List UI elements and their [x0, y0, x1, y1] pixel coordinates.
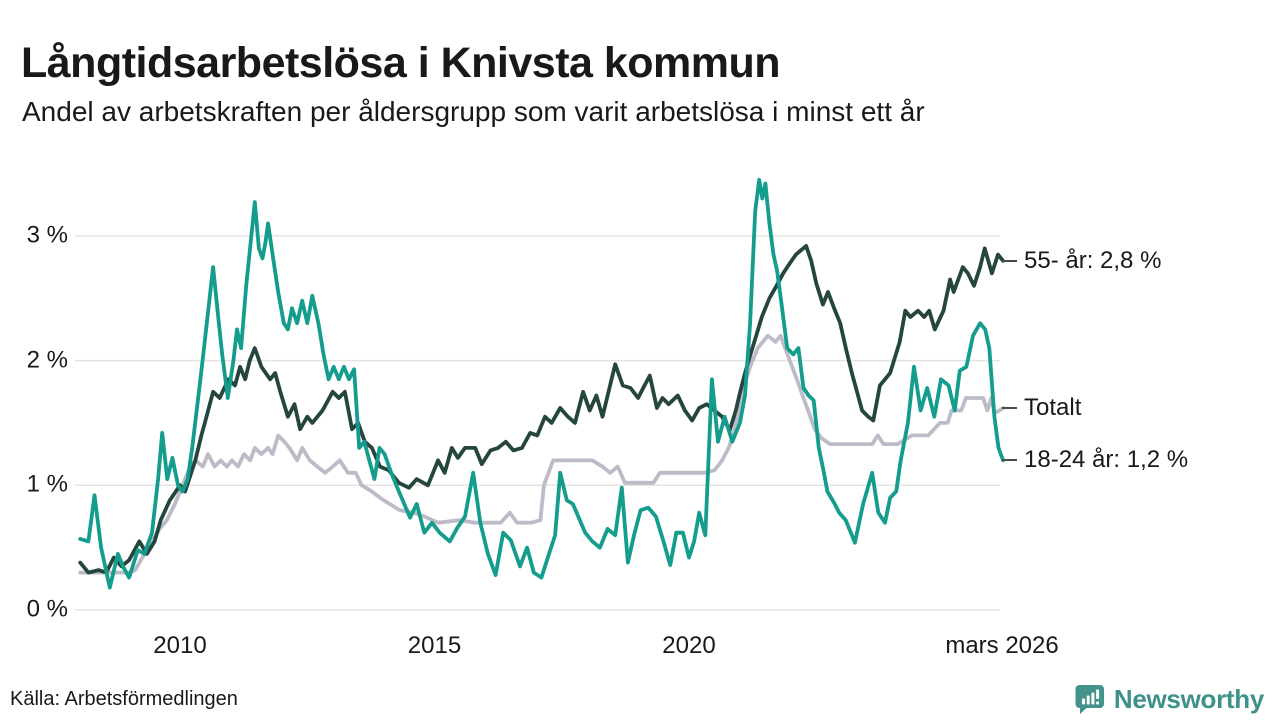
x-tick-label: 2010	[153, 632, 207, 659]
x-tick-label: mars 2026	[945, 632, 1059, 659]
x-tick-label: 2020	[662, 632, 716, 659]
newsworthy-logo-icon	[1075, 685, 1104, 714]
line-age55plus	[78, 243, 1005, 575]
page-title: Långtidsarbetslösa i Knivsta kommun	[21, 38, 781, 87]
y-tick-label: 1 %	[26, 470, 68, 498]
end-label-text: 55- år: 2,8 %	[1024, 246, 1162, 274]
end-label-55plus: 55- år: 2,8 %	[1002, 247, 1161, 275]
newsworthy-wordmark: Newsworthy	[1113, 683, 1264, 714]
y-tick-label: 3 %	[26, 221, 68, 249]
label-connector-dash	[1002, 407, 1017, 409]
line-totalt	[78, 333, 1005, 575]
x-tick-label: 2015	[407, 632, 462, 659]
end-label-totalt: Totalt	[1002, 394, 1081, 422]
newsworthy-brand: Newsworthy	[1074, 683, 1264, 715]
y-tick-label: 0 %	[26, 595, 68, 623]
chart-subtitle: Andel av arbetskraften per åldersgrupp s…	[22, 96, 925, 127]
end-label-18-24: 18-24 år: 1,2 %	[1002, 446, 1188, 474]
label-connector-dash	[1002, 459, 1017, 462]
label-connector-dash	[1002, 259, 1017, 262]
source-note: Källa: Arbetsförmedlingen	[10, 688, 238, 710]
end-label-text: 18-24 år: 1,2 %	[1024, 446, 1189, 474]
end-label-text: Totalt	[1024, 394, 1082, 421]
line-age18_24	[78, 177, 1005, 590]
y-tick-label: 2 %	[26, 346, 68, 374]
